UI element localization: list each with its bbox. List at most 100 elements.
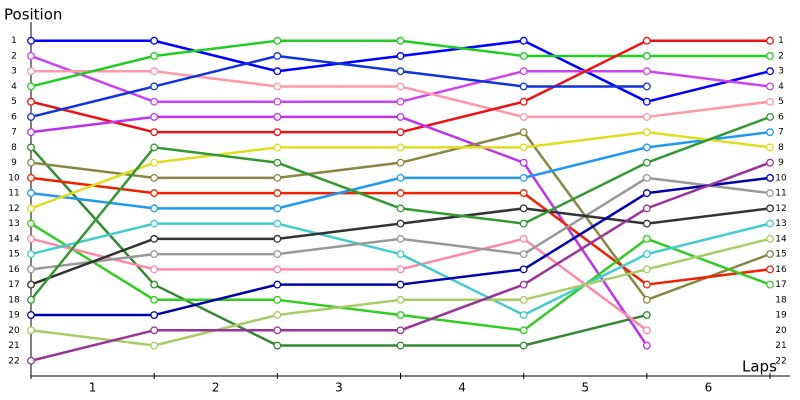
y-tick-label-right: 16: [775, 265, 787, 275]
position-marker: [396, 204, 405, 213]
position-marker: [150, 311, 159, 319]
position-marker: [27, 67, 35, 76]
position-marker: [27, 265, 35, 274]
position-marker: [27, 219, 35, 228]
x-tick-label: 3: [335, 381, 343, 395]
y-tick-label-right: 19: [775, 311, 787, 321]
position-marker: [273, 173, 282, 182]
position-marker: [150, 219, 159, 228]
position-marker: [766, 280, 774, 289]
position-marker: [273, 112, 282, 121]
position-marker: [150, 52, 159, 60]
position-marker: [642, 326, 651, 335]
position-marker: [27, 280, 35, 289]
position-marker: [642, 112, 651, 121]
position-marker: [519, 128, 528, 137]
position-marker: [27, 128, 35, 137]
position-marker: [396, 173, 405, 182]
position-marker: [396, 128, 405, 137]
position-marker: [642, 67, 651, 76]
series-line: [30, 115, 648, 347]
position-marker: [519, 36, 528, 45]
y-tick-label: 16: [8, 265, 20, 275]
position-marker: [27, 82, 35, 91]
y-tick-label: 13: [8, 219, 19, 229]
series-line: [30, 39, 771, 88]
y-tick-label-right: 5: [778, 97, 784, 107]
position-marker: [642, 250, 651, 259]
y-tick-label-right: 2: [778, 51, 784, 61]
position-marker: [273, 250, 282, 259]
y-tick-label-right: 3: [778, 67, 784, 77]
position-marker: [396, 97, 405, 106]
position-marker: [150, 280, 159, 289]
position-marker: [396, 265, 405, 274]
position-marker: [273, 311, 282, 319]
position-marker: [150, 143, 159, 152]
x-tick-label: 2: [212, 381, 220, 395]
position-marker: [642, 143, 651, 152]
x-tick-label: 5: [581, 381, 589, 395]
position-marker: [150, 326, 159, 335]
position-marker: [27, 143, 35, 152]
position-marker: [642, 311, 651, 319]
y-axis-title: Position: [4, 6, 62, 24]
position-marker: [766, 82, 774, 91]
y-tick-label: 9: [11, 158, 17, 168]
y-tick-label-right: 4: [778, 82, 784, 92]
y-tick-label: 3: [11, 67, 17, 77]
position-marker: [27, 311, 35, 319]
y-tick-label-right: 8: [778, 143, 784, 153]
y-tick-label-right: 13: [775, 219, 786, 229]
y-tick-label-right: 18: [775, 295, 787, 305]
position-marker: [396, 143, 405, 152]
y-tick-label: 22: [8, 356, 19, 366]
y-tick-label: 12: [8, 204, 19, 214]
position-marker: [519, 67, 528, 76]
position-marker: [519, 341, 528, 350]
position-marker: [27, 36, 35, 45]
position-marker: [27, 250, 35, 259]
position-marker: [519, 143, 528, 152]
position-marker: [396, 280, 405, 289]
y-tick-label: 2: [11, 51, 17, 61]
position-marker: [27, 204, 35, 213]
position-marker: [642, 97, 651, 106]
y-tick-label: 18: [8, 295, 20, 305]
y-tick-label: 17: [8, 280, 19, 290]
position-marker: [273, 341, 282, 350]
position-marker: [150, 112, 159, 121]
position-marker: [150, 234, 159, 243]
y-tick-label: 4: [11, 82, 17, 92]
position-marker: [273, 219, 282, 228]
series-line: [30, 54, 647, 119]
position-marker: [519, 189, 528, 198]
position-marker: [27, 295, 35, 304]
position-marker: [519, 173, 528, 182]
y-tick-label-right: 14: [775, 234, 787, 244]
y-tick-label: 19: [8, 311, 20, 321]
position-marker: [396, 234, 405, 243]
y-tick-label: 5: [11, 97, 17, 107]
position-marker: [396, 67, 405, 76]
position-marker: [766, 173, 774, 182]
position-marker: [273, 295, 282, 304]
position-marker: [150, 158, 159, 167]
position-marker: [519, 82, 528, 91]
position-marker: [27, 158, 35, 167]
series-line: [30, 146, 648, 347]
position-marker: [766, 128, 774, 137]
position-marker: [642, 219, 651, 228]
position-marker: [766, 67, 774, 76]
position-marker: [273, 189, 282, 198]
x-axis-title: Laps: [742, 358, 777, 376]
position-marker: [273, 204, 282, 213]
position-marker: [642, 295, 651, 304]
y-tick-label: 6: [11, 112, 17, 122]
position-marker: [273, 280, 282, 289]
y-tick-label: 8: [11, 143, 17, 153]
position-marker: [27, 173, 35, 182]
position-marker: [519, 52, 528, 60]
position-marker: [766, 219, 774, 228]
position-marker: [150, 67, 159, 76]
